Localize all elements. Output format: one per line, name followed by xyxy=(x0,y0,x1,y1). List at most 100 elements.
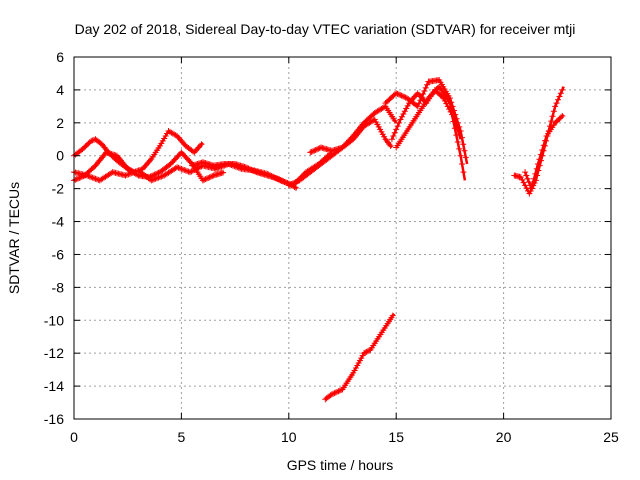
data-point xyxy=(79,146,86,153)
data-point xyxy=(129,169,136,176)
data-point xyxy=(540,142,547,149)
data-point xyxy=(199,177,206,184)
data-point xyxy=(390,132,397,139)
y-tick-label: -16 xyxy=(44,411,64,427)
data-point xyxy=(186,158,193,165)
data-point xyxy=(557,114,564,121)
data-point xyxy=(191,166,198,173)
data-point xyxy=(170,158,177,165)
data-point xyxy=(328,391,335,398)
data-point xyxy=(92,175,99,182)
data-point xyxy=(283,179,290,186)
data-point xyxy=(556,93,563,100)
series-arc-f xyxy=(307,116,394,156)
data-point xyxy=(388,136,395,143)
data-point xyxy=(188,168,195,175)
data-point xyxy=(242,164,249,171)
data-point xyxy=(154,175,161,182)
data-point xyxy=(159,173,166,180)
x-axis-label: GPS time / hours xyxy=(287,457,394,473)
data-point xyxy=(436,91,443,98)
data-point xyxy=(169,159,176,166)
data-point xyxy=(198,141,205,148)
data-point xyxy=(517,174,524,181)
data-point xyxy=(524,175,531,182)
data-point xyxy=(285,182,292,189)
series-arc-k xyxy=(511,86,566,197)
data-point xyxy=(532,170,539,177)
y-axis-label: SDTVAR / TECUs xyxy=(6,182,22,294)
data-point xyxy=(534,160,541,167)
data-point xyxy=(362,349,369,356)
data-point xyxy=(189,148,196,155)
data-point xyxy=(363,348,370,355)
y-tick-label: -4 xyxy=(52,214,65,230)
data-point xyxy=(178,149,185,156)
data-point xyxy=(332,389,339,396)
data-point xyxy=(454,139,461,146)
data-point xyxy=(279,177,286,184)
y-tick-label: -2 xyxy=(52,181,65,197)
data-point xyxy=(397,116,404,123)
chart-title: Day 202 of 2018, Sidereal Day-to-day VTE… xyxy=(75,21,576,37)
data-point xyxy=(555,117,562,124)
data-point xyxy=(422,84,429,91)
data-point xyxy=(250,167,257,174)
data-point xyxy=(559,112,566,119)
data-point xyxy=(220,169,227,176)
data-point xyxy=(522,182,529,189)
data-point xyxy=(277,176,284,183)
data-point xyxy=(309,148,316,155)
data-point xyxy=(334,388,341,395)
data-point xyxy=(176,165,183,172)
y-tick-label: -6 xyxy=(52,246,65,262)
data-point xyxy=(400,111,407,118)
data-point xyxy=(456,145,463,152)
data-point xyxy=(179,166,186,173)
data-point xyxy=(434,85,441,92)
data-point xyxy=(450,113,457,120)
data-point xyxy=(88,137,95,144)
data-point xyxy=(75,175,82,182)
data-point xyxy=(167,160,174,167)
data-point xyxy=(417,97,424,104)
data-point xyxy=(394,123,401,130)
data-point xyxy=(82,143,89,150)
data-point xyxy=(338,386,345,393)
series-arc-j xyxy=(322,312,396,403)
series-arc-i xyxy=(393,83,463,151)
y-tick-label: 4 xyxy=(56,82,64,98)
data-point xyxy=(523,185,530,192)
data-point xyxy=(308,148,315,155)
data-point xyxy=(249,167,256,174)
data-point xyxy=(364,348,371,355)
data-point xyxy=(428,92,435,99)
data-point xyxy=(520,179,527,186)
data-point xyxy=(553,100,560,107)
data-point xyxy=(523,172,530,179)
data-point xyxy=(158,173,165,180)
plot-frame xyxy=(73,56,612,420)
data-point xyxy=(460,169,467,176)
data-point xyxy=(553,118,560,125)
data-point xyxy=(420,91,427,98)
data-point xyxy=(550,108,557,115)
data-point xyxy=(418,94,425,101)
data-point xyxy=(416,100,423,107)
data-point xyxy=(393,126,400,133)
x-tick-label: 5 xyxy=(178,429,186,445)
x-tick-label: 15 xyxy=(388,429,404,445)
data-point xyxy=(126,170,133,177)
data-point xyxy=(155,174,162,181)
data-point xyxy=(148,172,155,179)
data-point xyxy=(398,113,405,120)
data-point xyxy=(449,109,456,116)
data-point xyxy=(245,165,252,172)
data-point xyxy=(462,154,469,161)
data-point xyxy=(86,173,93,180)
data-point xyxy=(152,175,159,182)
data-point xyxy=(522,169,529,176)
data-point xyxy=(85,173,92,180)
data-point xyxy=(528,185,535,192)
data-point xyxy=(526,190,533,197)
